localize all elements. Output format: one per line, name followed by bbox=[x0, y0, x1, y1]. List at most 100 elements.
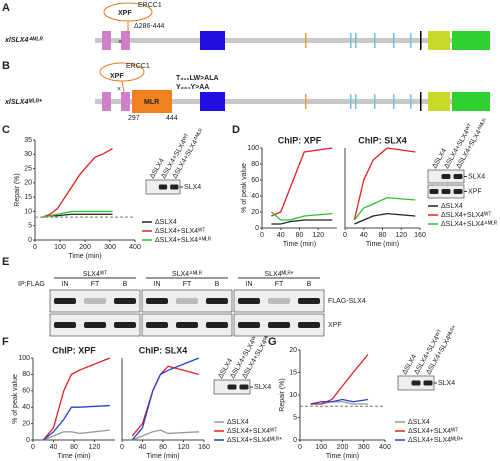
band bbox=[453, 189, 463, 194]
y-tick-label: 0 bbox=[28, 237, 32, 244]
band bbox=[441, 174, 451, 179]
x-tick-label: 40 bbox=[360, 232, 368, 239]
band bbox=[227, 384, 237, 390]
x-axis-label: Time (min) bbox=[146, 453, 179, 460]
series-line bbox=[42, 404, 110, 441]
y-tick-label: 15 bbox=[24, 194, 32, 201]
series-line bbox=[353, 147, 416, 221]
x-tick-label: 300 bbox=[358, 444, 370, 451]
band bbox=[429, 189, 439, 194]
band bbox=[114, 322, 136, 328]
band-label: XPF bbox=[328, 322, 342, 329]
x-tick-label: 400 bbox=[129, 244, 141, 251]
domain-diagram-a: × xlSLX4ᐞᴹᴸᴿ XPF ERCC1 Δ286-444 bbox=[4, 2, 490, 50]
series-line bbox=[310, 398, 369, 405]
x-tick-label: 120 bbox=[395, 232, 407, 239]
x-tick-label: 0 bbox=[343, 232, 347, 239]
y-tick-label: 60 bbox=[22, 388, 30, 395]
x-tick-label: 200 bbox=[337, 444, 349, 451]
legend-label: ΔSLX4 bbox=[227, 419, 249, 426]
y-tick-label: 60 bbox=[251, 177, 259, 184]
band-label: SLX4 bbox=[468, 173, 485, 180]
x-tick-label: 0 bbox=[298, 444, 302, 451]
band bbox=[423, 380, 433, 386]
partner: XPF bbox=[110, 73, 124, 80]
lane-label: IN bbox=[154, 281, 161, 288]
lane-label: IN bbox=[62, 281, 69, 288]
x-tick-label: 0 bbox=[33, 244, 37, 251]
band bbox=[176, 322, 198, 328]
y-tick-label: 25 bbox=[24, 165, 32, 172]
x-tick-label: 80 bbox=[379, 232, 387, 239]
label: xlSLX4ᐞᴹᴸᴿ bbox=[4, 36, 43, 44]
x-tick-label: 0 bbox=[120, 444, 124, 451]
lane-label: B bbox=[215, 281, 220, 288]
ip-label: IP:FLAG bbox=[18, 281, 45, 288]
band bbox=[146, 298, 168, 304]
cross: × bbox=[118, 39, 122, 46]
y-tick-label: 20 bbox=[22, 420, 30, 427]
series-line bbox=[271, 147, 333, 217]
band bbox=[84, 298, 106, 304]
lane-label: IN bbox=[246, 281, 253, 288]
series-line bbox=[42, 213, 113, 218]
series-line bbox=[310, 354, 369, 405]
legend-label: ΔSLX4+SLX4ᐞᴹᴸᴿ bbox=[441, 220, 498, 228]
x-tick-label: 120 bbox=[178, 444, 190, 451]
series-line bbox=[271, 219, 333, 225]
cross: × bbox=[117, 86, 121, 93]
x-tick-label: 40 bbox=[50, 444, 58, 451]
band bbox=[239, 384, 249, 390]
band-label: FLAG-SLX4 bbox=[328, 298, 366, 305]
y-tick-label: 35 bbox=[24, 137, 32, 144]
series-line bbox=[354, 212, 416, 225]
x-tick-label: 200 bbox=[79, 244, 91, 251]
band bbox=[411, 380, 421, 386]
panel-label: G bbox=[268, 336, 277, 348]
x-axis-label: Time (min) bbox=[57, 453, 90, 460]
group-label: SLX4ᵂᵀ bbox=[83, 271, 108, 278]
y-tick-label: 5 bbox=[293, 414, 297, 421]
band bbox=[206, 298, 228, 304]
band-label: XPF bbox=[468, 188, 482, 195]
chart-title: ChIP: SLX4 bbox=[139, 345, 188, 355]
y-tick-label: 10 bbox=[289, 392, 297, 399]
x-axis-label: Time (min) bbox=[366, 241, 399, 248]
band bbox=[441, 189, 451, 194]
legend-label: ΔSLX4+SLX4ᵂᵀ bbox=[441, 212, 491, 219]
x-axis-label: Time (min) bbox=[326, 453, 359, 460]
band-label: SLX4 bbox=[254, 384, 271, 391]
y-tick-label: 30 bbox=[24, 151, 32, 158]
panel-label: B bbox=[2, 60, 10, 72]
y-tick-label: 15 bbox=[289, 369, 297, 376]
y-tick-label: 0 bbox=[255, 225, 259, 232]
lane-label: FT bbox=[91, 281, 100, 288]
legend-label: ΔSLX4 bbox=[155, 219, 177, 226]
band bbox=[158, 184, 168, 190]
y-axis-label: Repair (%) bbox=[279, 378, 286, 411]
band-label: SLX4 bbox=[438, 380, 455, 387]
label: xlSLX4ᴹᴸᴿ* bbox=[4, 99, 42, 106]
legend-label: ΔSLX4+SLX4ᵂᵀ bbox=[408, 428, 458, 435]
x-tick-label: 160 bbox=[198, 444, 210, 451]
mutation: T₃₁₀LW>ALA bbox=[176, 75, 219, 82]
partner: ERCC1 bbox=[126, 63, 150, 70]
y-tick-label: 40 bbox=[22, 404, 30, 411]
x-tick-label: 0 bbox=[31, 444, 35, 451]
x-axis-label: Time (min) bbox=[283, 241, 316, 248]
x-tick-label: 100 bbox=[315, 444, 327, 451]
series-line bbox=[270, 211, 333, 221]
series-line bbox=[42, 210, 113, 218]
band bbox=[146, 322, 168, 328]
legend-label: ΔSLX4 bbox=[408, 419, 430, 426]
series-line bbox=[132, 429, 199, 441]
x-tick-label: 160 bbox=[414, 232, 426, 239]
group-label: SLX4ᐞᴹᴸᴿ bbox=[172, 270, 203, 278]
y-tick-label: 100 bbox=[18, 355, 30, 362]
panel-label: E bbox=[2, 256, 9, 268]
partner: ERCC1 bbox=[138, 2, 162, 9]
band bbox=[114, 298, 136, 304]
x-tick-label: 80 bbox=[70, 444, 78, 451]
y-tick-label: 0 bbox=[26, 437, 30, 444]
y-axis-label: % of peak value bbox=[241, 163, 248, 213]
